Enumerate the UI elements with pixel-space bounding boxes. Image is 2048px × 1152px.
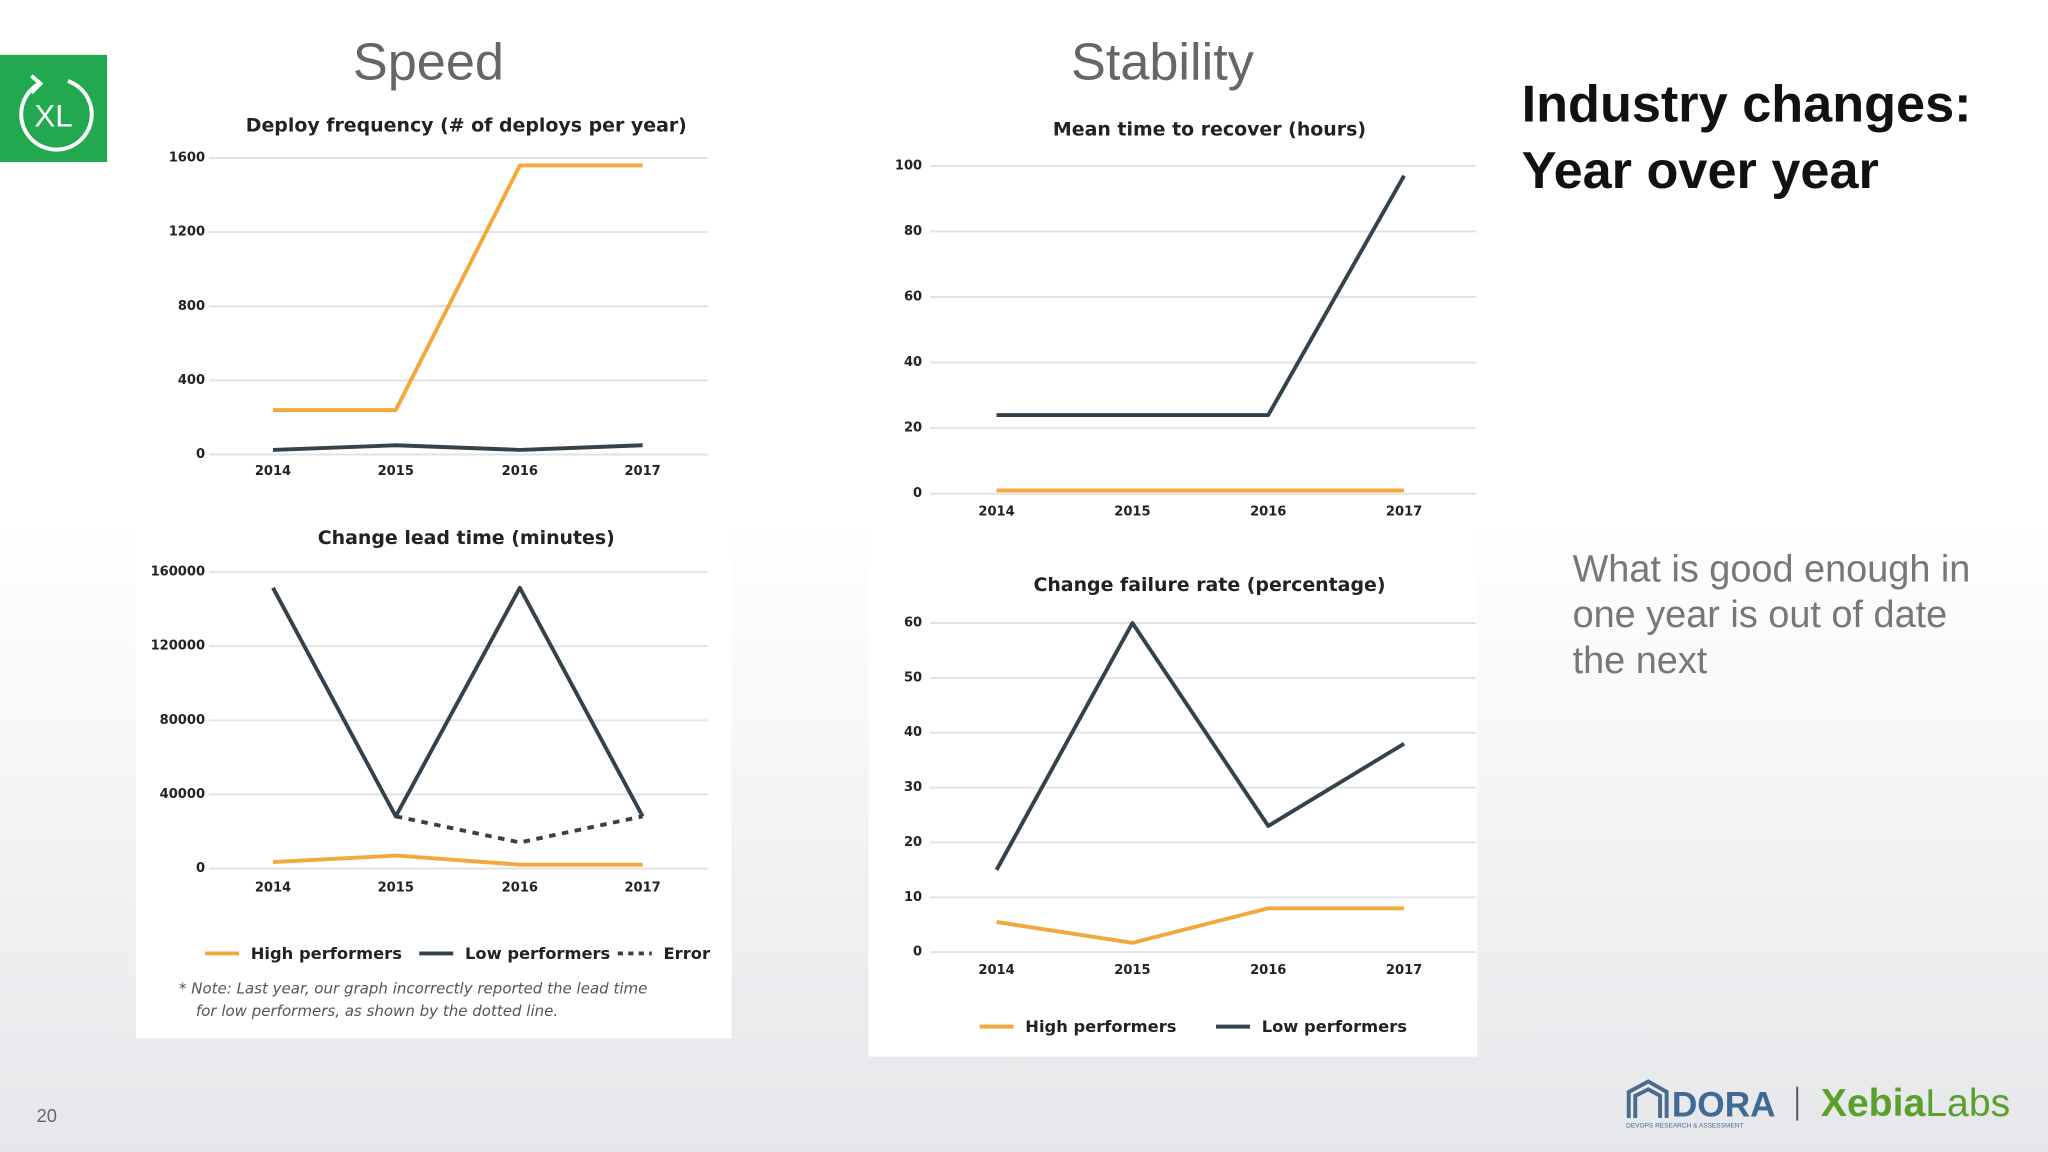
y-tick-label: 1600 bbox=[169, 151, 205, 166]
slide-title: Industry changes: bbox=[1522, 75, 1972, 133]
y-tick-label: 40 bbox=[904, 355, 922, 370]
x-tick-label: 2017 bbox=[1386, 505, 1422, 520]
brand-name: Labs bbox=[1925, 1082, 2010, 1125]
dora-subtitle: DEVOPS RESEARCH & ASSESSMENT bbox=[1626, 1122, 1743, 1129]
x-tick-label: 2015 bbox=[378, 464, 414, 479]
x-tick-label: 2016 bbox=[502, 464, 538, 479]
y-tick-label: 40 bbox=[904, 725, 922, 740]
legend-label: High performers bbox=[251, 944, 402, 963]
x-tick-label: 2017 bbox=[624, 881, 660, 896]
dora-icon bbox=[1626, 1079, 1669, 1119]
x-tick-label: 2017 bbox=[1386, 963, 1422, 978]
legend-label: Low performers bbox=[1262, 1017, 1407, 1036]
y-tick-label: 0 bbox=[913, 945, 922, 960]
y-tick-label: 0 bbox=[196, 861, 205, 876]
series-line bbox=[996, 174, 1406, 417]
y-tick-label: 30 bbox=[904, 780, 922, 795]
y-tick-label: 80 bbox=[904, 224, 922, 239]
x-tick-label: 2016 bbox=[1250, 505, 1286, 520]
y-tick-label: 800 bbox=[178, 299, 205, 314]
slide-title: Year over year bbox=[1522, 142, 1879, 200]
logo-box bbox=[0, 54, 108, 162]
y-tick-label: 80000 bbox=[160, 713, 205, 728]
series-line bbox=[272, 853, 643, 867]
chart-note: * Note: Last year, our graph incorrectly… bbox=[179, 980, 647, 998]
y-tick-label: 10 bbox=[904, 890, 922, 905]
dora-name: DORA bbox=[1672, 1085, 1776, 1124]
logo: XL bbox=[0, 54, 108, 162]
y-tick-label: 50 bbox=[904, 670, 922, 685]
x-tick-label: 2015 bbox=[1114, 505, 1150, 520]
section-heading: Speed bbox=[353, 34, 504, 92]
series-line bbox=[994, 621, 1406, 871]
series-line bbox=[271, 585, 645, 819]
body-text: What is good enough in bbox=[1573, 548, 1971, 590]
chart-title: Mean time to recover (hours) bbox=[1053, 118, 1366, 140]
legend-label: High performers bbox=[1025, 1017, 1176, 1036]
x-tick-label: 2014 bbox=[978, 963, 1014, 978]
x-tick-label: 2014 bbox=[255, 881, 291, 896]
y-tick-label: 160000 bbox=[151, 565, 205, 580]
y-tick-label: 40000 bbox=[160, 787, 205, 802]
x-tick-label: 2014 bbox=[255, 464, 291, 479]
y-tick-label: 120000 bbox=[151, 639, 205, 654]
y-tick-label: 100 bbox=[895, 158, 922, 173]
chart-note: for low performers, as shown by the dott… bbox=[196, 1002, 558, 1020]
logo-arrow bbox=[29, 74, 44, 95]
chart-title: Deploy frequency (# of deploys per year) bbox=[246, 114, 687, 136]
legend-label: Low performers bbox=[465, 944, 610, 963]
series-line bbox=[996, 906, 1405, 945]
y-tick-label: 400 bbox=[178, 373, 205, 388]
x-tick-label: 2016 bbox=[502, 881, 538, 896]
speed-panel bbox=[135, 91, 732, 1039]
page-number: 20 bbox=[37, 1105, 57, 1126]
x-tick-label: 2016 bbox=[1250, 963, 1286, 978]
series-line bbox=[272, 443, 643, 452]
body-text: one year is out of date bbox=[1573, 594, 1948, 636]
dora-logo: DORA DEVOPS RESEARCH & ASSESSMENT bbox=[1626, 1079, 1776, 1129]
y-tick-label: 0 bbox=[196, 447, 205, 462]
chart-title: Change lead time (minutes) bbox=[318, 527, 615, 549]
section-heading: Stability bbox=[1071, 34, 1255, 92]
x-tick-label: 2015 bbox=[1114, 963, 1150, 978]
x-tick-label: 2017 bbox=[624, 464, 660, 479]
body-text: the next bbox=[1573, 640, 1708, 682]
y-tick-label: 1200 bbox=[169, 225, 205, 240]
chart-title: Change failure rate (percentage) bbox=[1033, 574, 1385, 596]
y-tick-label: 60 bbox=[904, 616, 922, 631]
logo-ring bbox=[19, 79, 94, 152]
series-line bbox=[272, 163, 643, 413]
y-tick-label: 0 bbox=[913, 486, 922, 501]
legend-label: Error bbox=[664, 944, 710, 963]
stability-panel bbox=[868, 91, 1478, 1057]
x-tick-label: 2015 bbox=[378, 881, 414, 896]
logo-text: XL bbox=[34, 99, 72, 134]
series-line bbox=[395, 814, 644, 845]
brand-name: Xebia bbox=[1821, 1082, 1927, 1125]
y-tick-label: 20 bbox=[904, 835, 922, 850]
y-tick-label: 60 bbox=[904, 290, 922, 305]
y-tick-label: 20 bbox=[904, 421, 922, 436]
x-tick-label: 2014 bbox=[978, 505, 1014, 520]
